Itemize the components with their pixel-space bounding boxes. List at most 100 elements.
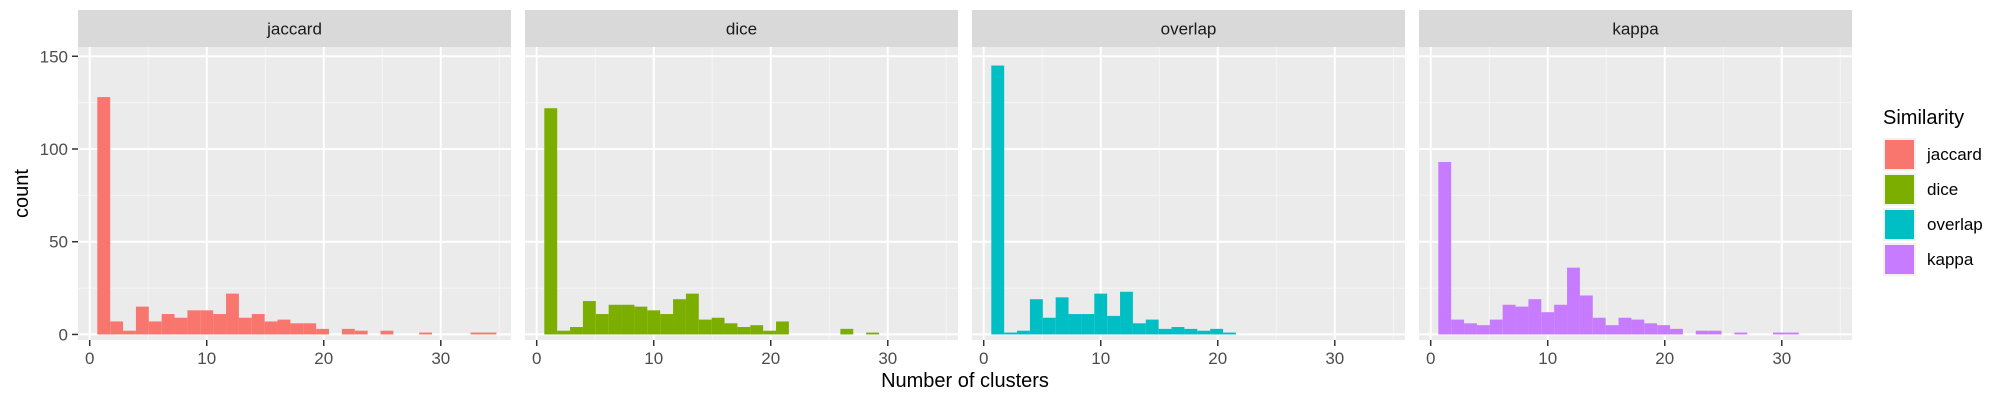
histogram-bar-kappa	[1773, 332, 1786, 335]
histogram-bar-jaccard	[213, 314, 227, 335]
histogram-bar-jaccard	[470, 332, 484, 335]
facet-strip-label: kappa	[1612, 20, 1659, 39]
legend-label-overlap: overlap	[1927, 215, 1983, 234]
histogram-bar-jaccard	[264, 321, 278, 335]
histogram-bar-dice	[557, 330, 571, 335]
legend: Similarity jaccard dice overlap kappa	[1883, 107, 1983, 276]
histogram-bar-jaccard	[161, 314, 175, 335]
histogram-bar-overlap	[1068, 314, 1082, 335]
histogram-bar-kappa	[1605, 325, 1619, 335]
panel-background	[78, 47, 511, 340]
histogram-bar-jaccard	[123, 330, 136, 335]
histogram-bar-jaccard	[483, 332, 497, 335]
histogram-bar-overlap	[1017, 330, 1030, 335]
histogram-bar-overlap	[1158, 328, 1172, 335]
histogram-bar-jaccard	[148, 321, 162, 335]
histogram-bar-kappa	[1515, 306, 1529, 335]
histogram-bar-overlap	[1107, 315, 1121, 335]
histogram-bar-kappa	[1438, 161, 1452, 335]
histogram-bar-overlap	[1145, 319, 1159, 335]
histogram-bar-kappa	[1708, 330, 1722, 335]
histogram-bar-kappa	[1567, 267, 1580, 335]
histogram-bar-kappa	[1489, 319, 1503, 335]
histogram-bar-overlap	[1094, 293, 1108, 335]
histogram-bar-overlap	[1042, 317, 1056, 335]
histogram-bar-overlap	[1171, 327, 1185, 335]
x-tick-label: 20	[1208, 349, 1227, 368]
legend-label-kappa: kappa	[1927, 250, 1974, 269]
histogram-bar-kappa	[1541, 312, 1555, 335]
y-tick-label: 150	[40, 47, 68, 66]
histogram-bar-jaccard	[303, 323, 317, 335]
histogram-bar-overlap	[1029, 299, 1043, 335]
histogram-bar-kappa	[1476, 325, 1490, 335]
histogram-bar-kappa	[1554, 304, 1568, 335]
histogram-bar-dice	[673, 299, 686, 335]
facet-panel-dice: dice 0 10 20 30	[525, 10, 958, 368]
facet-strip	[972, 10, 1405, 47]
x-tick-label: 10	[644, 349, 663, 368]
facet-panel-overlap: overlap 0 10 20 30	[972, 10, 1405, 368]
histogram-bar-dice	[582, 301, 596, 335]
histogram-bar-kappa	[1502, 304, 1516, 335]
histogram-bar-overlap	[1223, 332, 1236, 335]
x-tick-label: 0	[1426, 349, 1435, 368]
histogram-bar-kappa	[1528, 299, 1542, 335]
x-tick-label: 30	[431, 349, 450, 368]
histogram-bar-dice	[737, 327, 751, 335]
histogram-bar-jaccard	[110, 321, 124, 335]
facet-strip-label: dice	[726, 20, 757, 39]
histogram-bar-dice	[698, 319, 712, 335]
histogram-bar-dice	[750, 325, 764, 335]
facet-panel-kappa: kappa 0 10 20 30	[1419, 10, 1852, 368]
histogram-bar-overlap	[1055, 297, 1069, 335]
histogram-bar-jaccard	[97, 97, 111, 335]
histogram-bar-jaccard	[380, 330, 394, 335]
histogram-bar-kappa	[1657, 325, 1671, 335]
legend-label-dice: dice	[1927, 180, 1958, 199]
histogram-bar-kappa	[1734, 332, 1748, 335]
histogram-bar-jaccard	[238, 317, 252, 335]
histogram-bar-kappa	[1695, 330, 1709, 335]
histogram-bar-overlap	[1184, 328, 1198, 335]
x-tick-label: 0	[532, 349, 541, 368]
histogram-bar-dice	[570, 327, 583, 335]
y-tick-label: 50	[49, 233, 68, 252]
histogram-bar-jaccard	[200, 310, 214, 335]
histogram-bar-overlap	[1081, 314, 1095, 335]
histogram-bar-overlap	[1197, 330, 1211, 335]
histogram-bar-kappa	[1644, 323, 1658, 335]
histogram-bar-dice	[685, 293, 699, 335]
facet-strip	[1419, 10, 1852, 47]
x-tick-label: 10	[1091, 349, 1110, 368]
facet-strip	[78, 10, 511, 47]
histogram-bar-dice	[776, 321, 789, 335]
legend-swatch-overlap	[1885, 210, 1914, 239]
histogram-bar-kappa	[1631, 319, 1645, 335]
histogram-bar-dice	[595, 314, 609, 335]
histogram-bar-kappa	[1451, 319, 1465, 335]
x-tick-label: 0	[85, 349, 94, 368]
facet-strip	[525, 10, 958, 47]
histogram-bar-jaccard	[174, 317, 188, 335]
histogram-bar-jaccard	[316, 328, 330, 335]
histogram-bar-jaccard	[290, 323, 304, 335]
legend-title: Similarity	[1883, 107, 1964, 129]
histogram-bar-overlap	[1132, 323, 1146, 335]
histogram-bar-overlap	[1210, 328, 1224, 335]
histogram-bar-dice	[724, 323, 738, 335]
histogram-bar-dice	[711, 317, 725, 335]
histogram-bar-jaccard	[341, 328, 355, 335]
x-tick-label: 30	[878, 349, 897, 368]
x-tick-label: 20	[1655, 349, 1674, 368]
facet-panel-jaccard: jaccard 0 10 20 30	[78, 10, 511, 368]
legend-swatch-kappa	[1885, 245, 1914, 274]
y-tick-label: 0	[59, 325, 68, 344]
x-axis-title: Number of clusters	[881, 370, 1049, 392]
x-tick-label: 30	[1772, 349, 1791, 368]
histogram-bar-dice	[840, 328, 854, 335]
histogram-bar-dice	[647, 310, 661, 335]
